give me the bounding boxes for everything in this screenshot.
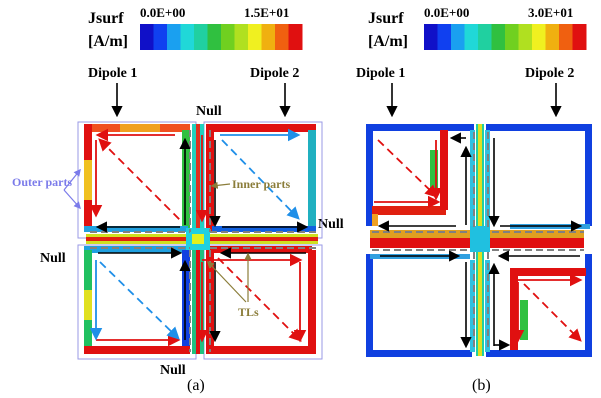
- colorbar-swatch: [518, 24, 533, 50]
- outer-parts-label: Outer parts: [12, 175, 72, 189]
- legend-max-a: 1.5E+01: [244, 5, 289, 20]
- dipole1-label-a: Dipole 1: [88, 66, 137, 81]
- colorbar-swatch: [572, 24, 587, 50]
- colorbar-swatch: [437, 24, 452, 50]
- colorbar-swatch: [180, 24, 195, 50]
- inner-parts-pointer: [210, 181, 231, 189]
- colorbar-swatch: [140, 24, 154, 50]
- colorbar-a: [140, 24, 303, 50]
- caption-b: (b): [472, 377, 491, 394]
- current-strips-a: [84, 124, 318, 354]
- null-right-label: Null: [318, 217, 344, 232]
- colorbar-swatch: [261, 24, 276, 50]
- colorbar-swatch: [248, 24, 262, 50]
- outer-parts-pointer-1: [63, 189, 81, 210]
- colorbar-swatch: [207, 24, 222, 50]
- colorbar-swatch: [464, 24, 479, 50]
- colorbar-b: [424, 24, 587, 50]
- current-strips-b: [366, 124, 592, 357]
- tls-pointer-1: [207, 260, 247, 303]
- dipole1-label-b: Dipole 1: [356, 66, 405, 81]
- colorbar-swatch: [559, 24, 573, 50]
- dipole2-label-b: Dipole 2: [525, 66, 574, 81]
- panel-b: Jsurf [A/m] 0.0E+00 3.0E+01 Dipole 1 Dip…: [356, 5, 592, 394]
- caption-a: (a): [187, 377, 205, 394]
- legend-min-b: 0.0E+00: [424, 5, 469, 20]
- black-arrows-b: [377, 132, 583, 351]
- colorbar-swatch: [221, 24, 235, 50]
- blue-arrows-a: [89, 128, 301, 341]
- colorbar-swatch: [194, 24, 208, 50]
- colorbar-swatch: [153, 24, 168, 50]
- legend-label-b-1: Jsurf: [368, 10, 404, 27]
- red-arrows-b: [374, 139, 583, 343]
- null-top-label: Null: [196, 104, 222, 119]
- red-arrows-a: [89, 128, 307, 347]
- colorbar-swatch: [505, 24, 519, 50]
- legend-label-b-2: [A/m]: [368, 33, 408, 50]
- colorbar-swatch: [424, 24, 438, 50]
- legend-max-b: 3.0E+01: [528, 5, 573, 20]
- colorbar-swatch: [545, 24, 560, 50]
- null-bottom-label: Null: [160, 363, 186, 378]
- colorbar-swatch: [275, 24, 289, 50]
- colorbar-swatch: [288, 24, 303, 50]
- colorbar-swatch: [234, 24, 249, 50]
- legend-label-a-2: [A/m]: [88, 33, 128, 50]
- colorbar-swatch: [478, 24, 492, 50]
- panel-a: Jsurf [A/m] 0.0E+00 1.5E+01 Dipole 1 Dip…: [12, 5, 344, 394]
- colorbar-swatch: [167, 24, 181, 50]
- colorbar-swatch: [451, 24, 465, 50]
- dipole2-label-a: Dipole 2: [250, 66, 299, 81]
- dashed-lines-b: [372, 132, 584, 350]
- outer-parts-pointer-2: [63, 168, 81, 191]
- legend-label-a-1: Jsurf: [88, 10, 124, 27]
- colorbar-swatch: [532, 24, 546, 50]
- legend-min-a: 0.0E+00: [140, 5, 185, 20]
- null-left-label: Null: [40, 251, 66, 266]
- inner-parts-label: Inner parts: [232, 177, 290, 191]
- tls-label: TLs: [238, 305, 259, 319]
- colorbar-swatch: [491, 24, 506, 50]
